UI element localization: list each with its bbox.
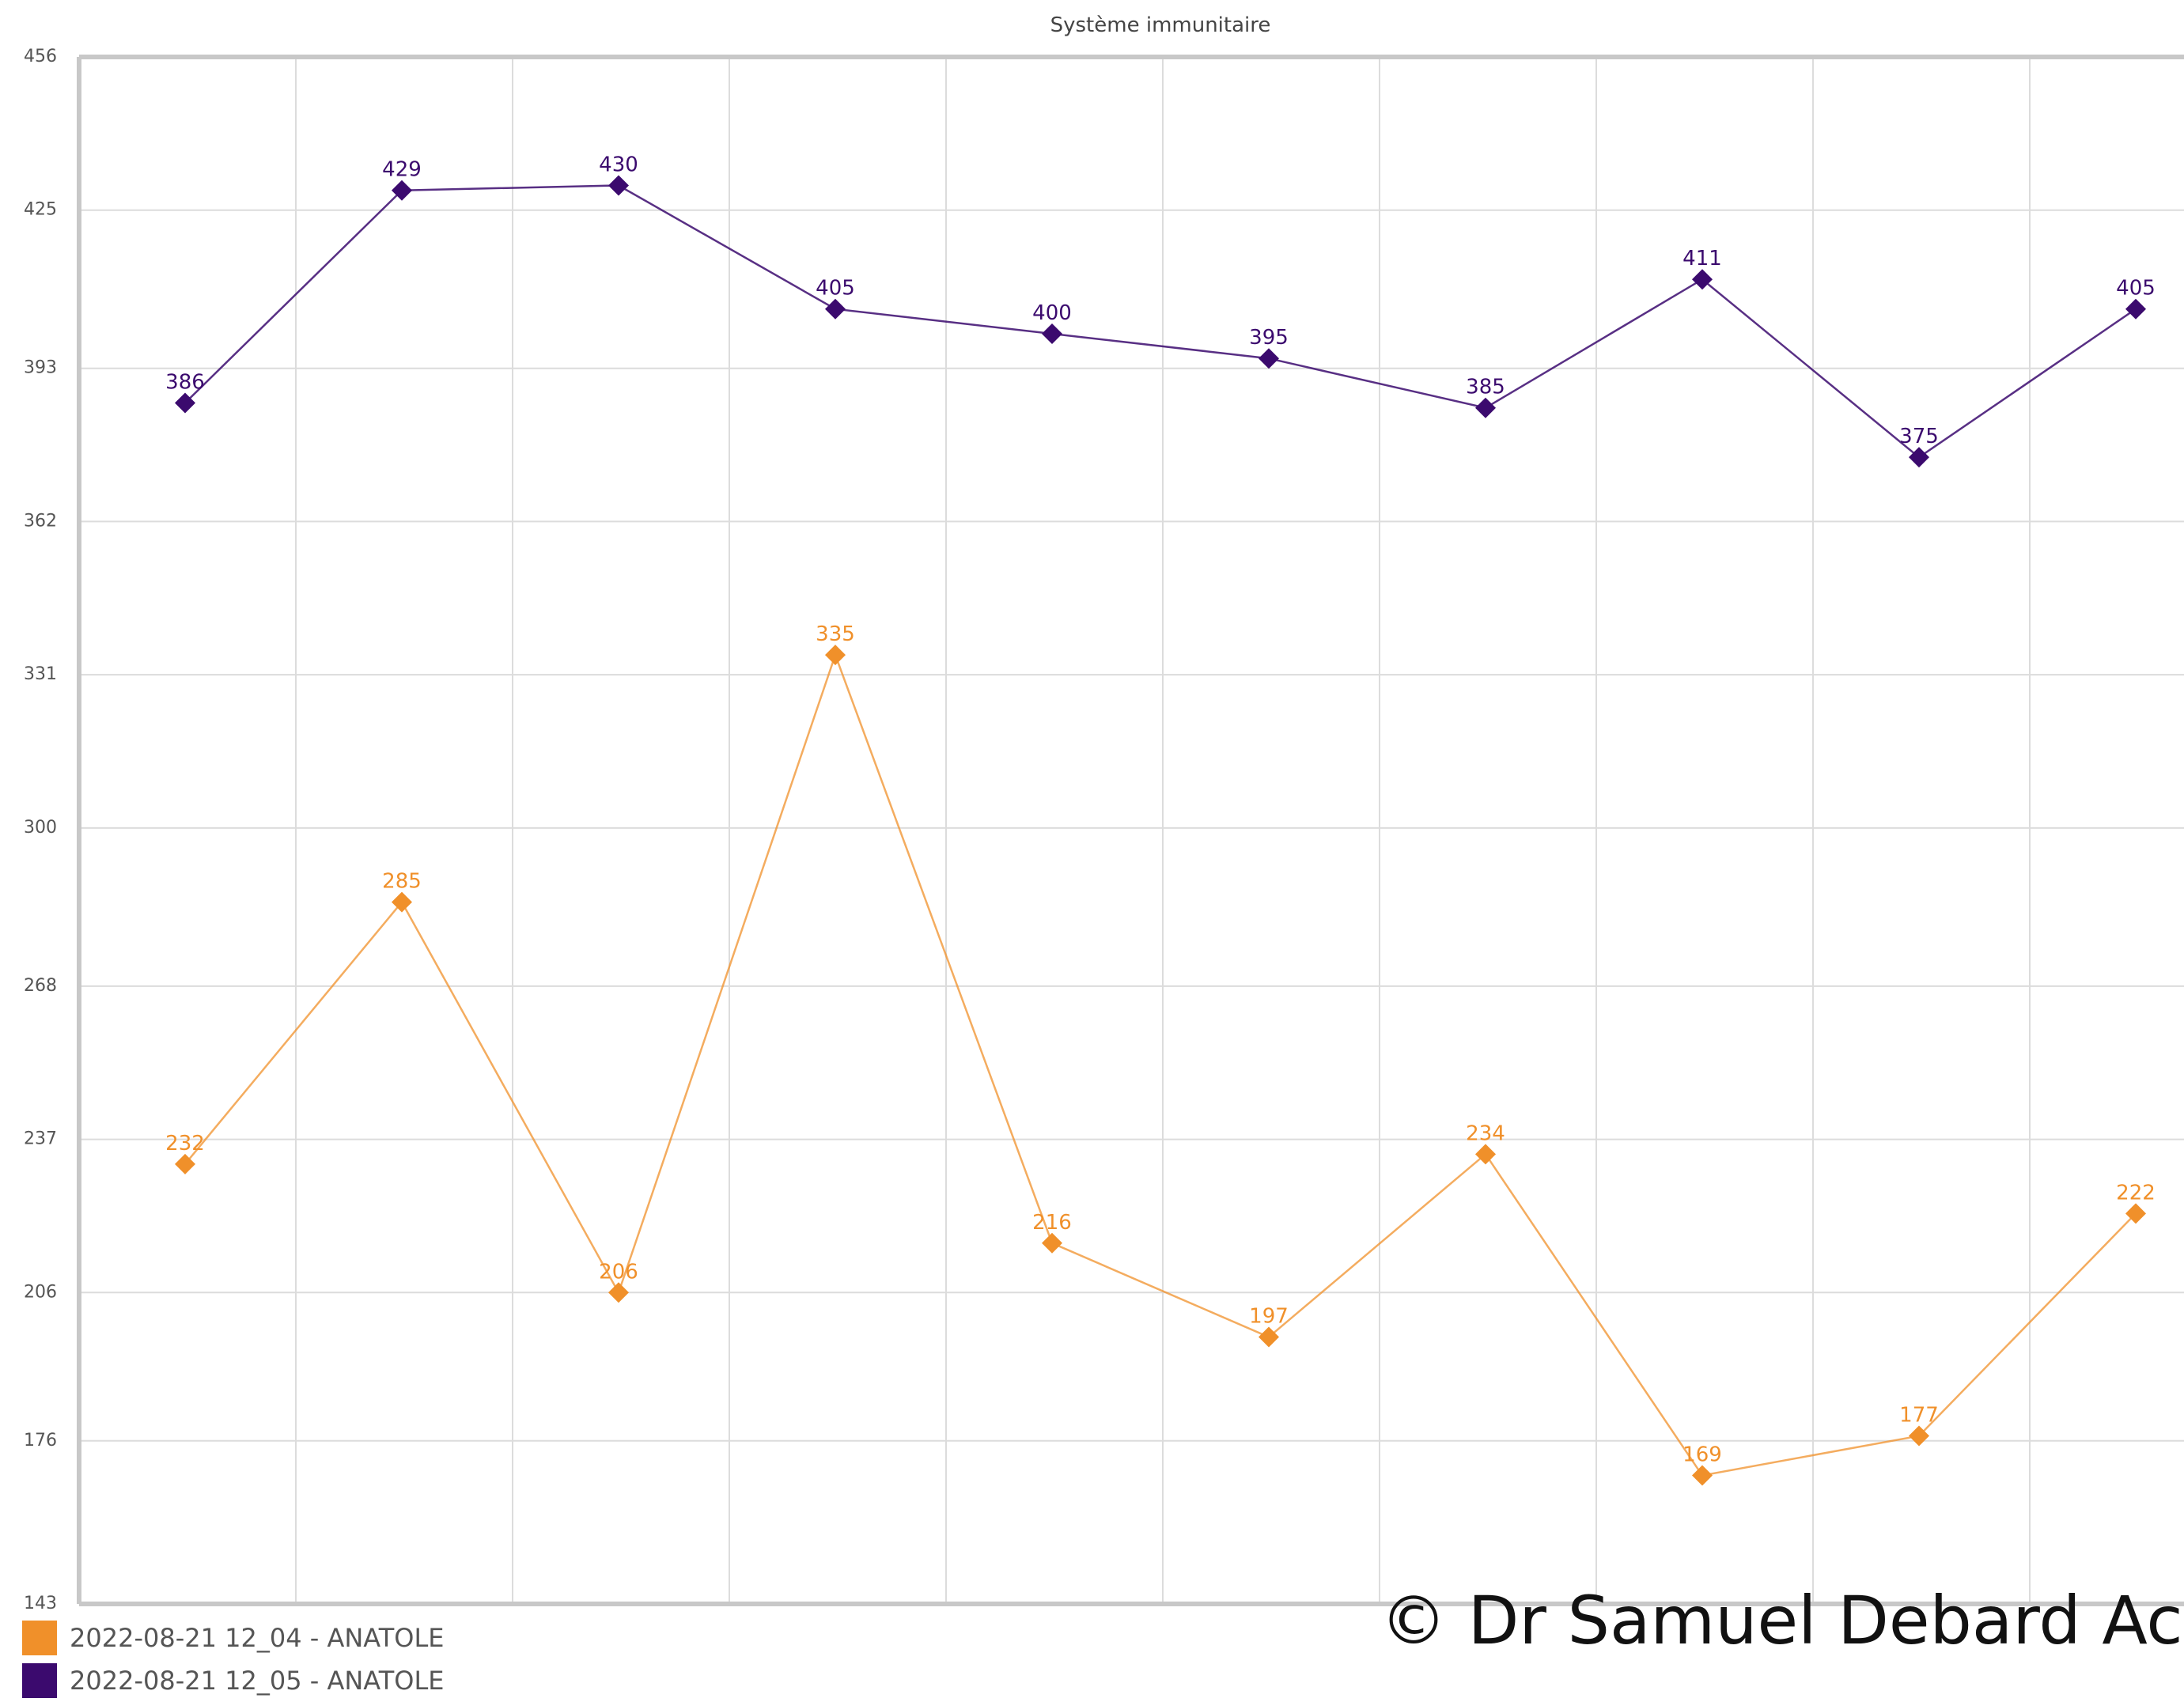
y-tick-label: 393 — [24, 358, 57, 378]
data-point — [1042, 323, 1062, 344]
data-point — [175, 1153, 195, 1174]
y-tick-label: 425 — [24, 200, 57, 220]
y-tick-label: 206 — [24, 1282, 57, 1302]
legend-label: 2022-08-21 12_05 - ANATOLE — [70, 1666, 445, 1696]
legend-item: 2022-08-21 12_04 - ANATOLE — [22, 1617, 444, 1659]
data-label: 400 — [1032, 301, 1072, 325]
data-label: 234 — [1466, 1121, 1505, 1145]
data-point — [1909, 447, 1929, 468]
y-axis-ticks: 143 176 206 237 268 300 331 362 393 425 456 — [24, 47, 57, 1613]
data-label: 395 — [1249, 326, 1289, 350]
data-label: 216 — [1032, 1211, 1072, 1235]
data-point — [608, 175, 629, 196]
data-label: 335 — [816, 622, 855, 646]
data-label: 197 — [1249, 1305, 1289, 1329]
data-label: 285 — [382, 870, 422, 894]
data-point — [1909, 1425, 1929, 1447]
data-point — [1259, 348, 1279, 369]
data-label: 169 — [1682, 1443, 1722, 1467]
data-point — [2125, 298, 2146, 320]
y-tick-label: 143 — [24, 1594, 57, 1613]
data-point — [2125, 1203, 2146, 1224]
legend-swatch — [22, 1663, 57, 1698]
data-point — [1475, 397, 1496, 418]
y-tick-label: 268 — [24, 976, 57, 996]
y-tick-label: 300 — [24, 818, 57, 838]
axes — [77, 55, 2184, 1606]
data-point — [1259, 1326, 1279, 1348]
y-tick-label: 176 — [24, 1431, 57, 1450]
data-label: 375 — [1899, 425, 1939, 448]
series-line — [184, 184, 2137, 459]
data-point — [392, 180, 412, 201]
legend-label: 2022-08-21 12_04 - ANATOLE — [70, 1623, 445, 1653]
data-label: 232 — [165, 1132, 205, 1155]
data-label: 405 — [816, 277, 855, 301]
legend-item: 2022-08-21 12_05 - ANATOLE — [22, 1659, 444, 1702]
data-point — [1475, 1144, 1496, 1165]
series-2: 386 429 430 405 400 395 385 411 375 405 — [165, 153, 2156, 468]
data-label: 206 — [599, 1260, 638, 1284]
data-label: 385 — [1466, 376, 1505, 399]
y-tick-label: 237 — [24, 1129, 57, 1149]
series-1: 232 285 206 335 216 197 234 169 177 222 — [165, 622, 2156, 1486]
data-point — [825, 645, 846, 666]
copyright-watermark: © Dr Samuel Debard Ac — [1380, 1582, 2183, 1659]
data-label: 386 — [165, 370, 205, 394]
legend: 2022-08-21 12_04 - ANATOLE 2022-08-21 12… — [22, 1617, 444, 1702]
data-point — [175, 392, 195, 414]
data-label: 222 — [2116, 1181, 2156, 1205]
y-tick-label: 362 — [24, 511, 57, 531]
data-point — [392, 891, 412, 913]
data-label: 411 — [1682, 247, 1722, 270]
data-label: 405 — [2116, 277, 2156, 301]
vertical-gridlines — [295, 57, 2031, 1604]
series-line — [184, 652, 2137, 1477]
data-point — [1692, 1465, 1713, 1486]
legend-swatch — [22, 1621, 57, 1655]
series-layer: 232 285 206 335 216 197 234 169 177 222 386 429 430 4… — [165, 153, 2156, 1486]
chart-title: Système immunitaire — [1050, 13, 1271, 37]
data-point — [825, 298, 846, 320]
y-tick-label: 456 — [24, 47, 57, 66]
data-label: 430 — [599, 153, 638, 176]
data-point — [1692, 269, 1713, 290]
horizontal-gridlines — [79, 209, 2184, 1442]
data-label: 429 — [382, 158, 422, 182]
data-point — [608, 1282, 629, 1303]
data-label: 177 — [1899, 1404, 1939, 1428]
data-point — [1042, 1232, 1062, 1254]
y-tick-label: 331 — [24, 664, 57, 684]
